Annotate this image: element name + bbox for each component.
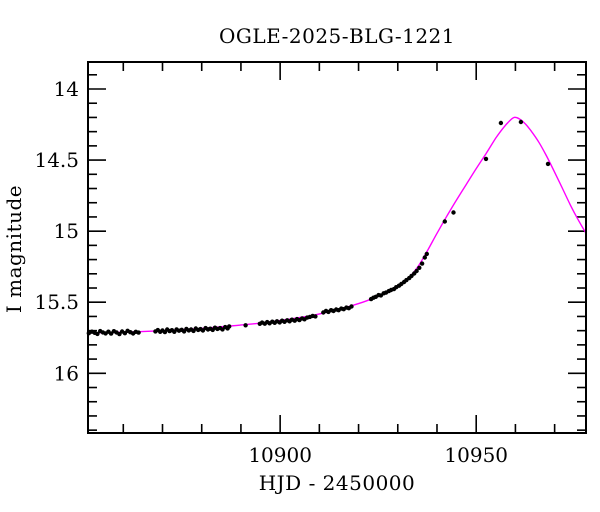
data-point	[313, 314, 318, 319]
y-axis-tick-label: 15	[54, 219, 79, 243]
data-point	[95, 331, 100, 337]
data-point	[424, 251, 429, 257]
data-point	[136, 330, 141, 335]
data-point	[518, 119, 524, 125]
x-axis-tick-label: 10950	[444, 443, 508, 467]
data-point	[545, 161, 551, 167]
data-point	[243, 323, 248, 328]
data-point	[442, 219, 447, 224]
plot-frame	[87, 61, 587, 434]
data-point	[417, 265, 422, 270]
data-point	[422, 255, 427, 260]
data-point	[483, 156, 489, 162]
data-point	[349, 304, 354, 309]
y-axis-tick-label: 14.5	[34, 148, 79, 172]
data-point	[451, 210, 456, 215]
data-point	[419, 261, 425, 266]
y-axis-tick-label: 14	[54, 77, 79, 101]
y-axis-tick-label: 16	[54, 361, 79, 385]
chart-title: OGLE-2025-BLG-1221	[218, 24, 456, 48]
model-curve	[87, 116, 587, 334]
x-axis-tick-label: 10900	[248, 443, 312, 467]
x-axis-label: HJD - 2450000	[258, 471, 416, 495]
y-axis-tick-label: 15.5	[34, 290, 79, 314]
data-point	[227, 324, 232, 329]
data-point	[414, 268, 419, 274]
data-point	[498, 120, 504, 126]
